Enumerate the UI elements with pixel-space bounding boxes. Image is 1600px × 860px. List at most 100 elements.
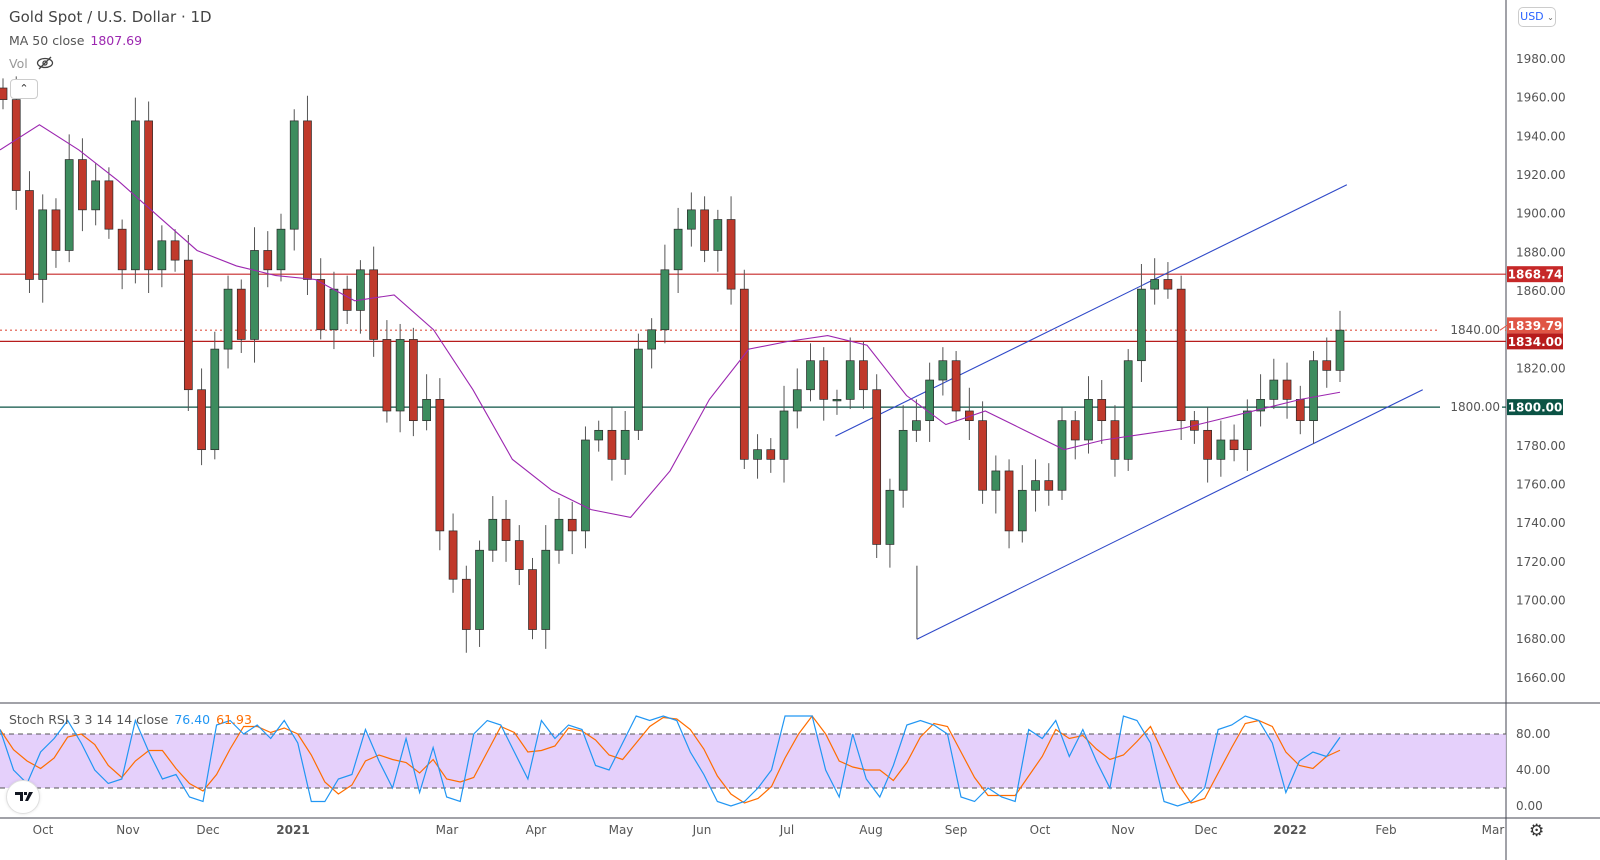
price-tick-label: 1780.00 bbox=[1516, 439, 1566, 453]
candle-up bbox=[422, 399, 431, 422]
candle-up bbox=[991, 470, 1001, 491]
price-tick-label: 1660.00 bbox=[1516, 671, 1566, 685]
currency-selector[interactable]: USD ⌄ bbox=[1518, 7, 1556, 27]
price-tick-label: 1840.00 bbox=[1450, 323, 1500, 337]
candle-down bbox=[0, 87, 8, 100]
candle-down bbox=[1229, 439, 1239, 451]
candle-up bbox=[660, 269, 670, 331]
candle-up bbox=[488, 518, 498, 551]
price-tick-label: 1900.00 bbox=[1516, 207, 1566, 221]
candle-down bbox=[1163, 279, 1173, 290]
time-tick-label: Mar bbox=[436, 823, 459, 837]
stoch-k-line bbox=[0, 715, 1341, 807]
time-tick-label: Nov bbox=[1111, 823, 1134, 837]
price-tick-label: 1920.00 bbox=[1516, 168, 1566, 182]
settings-gear-icon[interactable]: ⚙ bbox=[1529, 821, 1545, 841]
candle-up bbox=[634, 348, 643, 431]
price-level-badge bbox=[1507, 266, 1563, 283]
candle-down bbox=[342, 288, 352, 311]
time-tick-label: Aug bbox=[859, 823, 882, 837]
tradingview-logo[interactable] bbox=[6, 780, 40, 814]
chevron-down-icon: ⌄ bbox=[1547, 13, 1554, 22]
candle-up bbox=[898, 429, 908, 491]
candle-down bbox=[183, 259, 193, 391]
candle-down bbox=[859, 360, 868, 391]
time-tick-label: Sep bbox=[945, 823, 968, 837]
candle-down bbox=[461, 578, 471, 630]
collapse-legend-button[interactable]: ⌃ bbox=[10, 79, 38, 99]
candle-up bbox=[912, 420, 921, 431]
price-tick-label: 1960.00 bbox=[1516, 91, 1566, 105]
ma-legend[interactable]: MA 50 close 1807.69 bbox=[9, 33, 142, 48]
price-tick-backing bbox=[1440, 399, 1502, 416]
candle-up bbox=[223, 288, 233, 350]
price-level-label: 1868.74 bbox=[1508, 268, 1563, 282]
candle-down bbox=[607, 429, 617, 460]
stoch-tick-label: 40.00 bbox=[1516, 763, 1550, 777]
candle-up bbox=[1150, 279, 1160, 290]
candle-down bbox=[700, 209, 709, 251]
vol-label: Vol bbox=[9, 56, 28, 71]
candle-down bbox=[382, 339, 392, 412]
candle-up bbox=[938, 360, 948, 381]
candle-up bbox=[329, 288, 339, 331]
candle-down bbox=[236, 288, 246, 340]
candle-down bbox=[951, 360, 961, 412]
price-tick-label: 1860.00 bbox=[1516, 284, 1566, 298]
candle-up bbox=[1017, 489, 1027, 532]
price-tick-label: 1940.00 bbox=[1516, 129, 1566, 143]
vol-legend[interactable]: Vol bbox=[9, 56, 54, 73]
candle-down bbox=[1070, 420, 1080, 441]
trendline bbox=[835, 184, 1348, 437]
time-tick-label: 2021 bbox=[276, 823, 309, 837]
candle-up bbox=[1137, 288, 1146, 362]
price-tick-label: 1980.00 bbox=[1516, 52, 1566, 66]
time-tick-label: 2022 bbox=[1273, 823, 1306, 837]
currency-label: USD bbox=[1520, 10, 1544, 23]
price-tick-backing bbox=[1440, 321, 1502, 338]
candle-up bbox=[792, 389, 802, 412]
price-tick-label: 1680.00 bbox=[1516, 632, 1566, 646]
time-tick-label: Mar bbox=[1482, 823, 1505, 837]
candle-up bbox=[647, 329, 656, 350]
ma50-line bbox=[0, 124, 1341, 518]
price-tick-label: 1880.00 bbox=[1516, 245, 1566, 259]
candle-up bbox=[38, 209, 48, 280]
stoch-label: Stoch RSI 3 3 14 14 close bbox=[9, 712, 169, 727]
stoch-legend[interactable]: Stoch RSI 3 3 14 14 close 76.40 61.93 bbox=[9, 712, 252, 727]
candle-up bbox=[779, 410, 789, 460]
stoch-d-value: 61.93 bbox=[216, 712, 252, 727]
candle-down bbox=[514, 540, 524, 570]
candle-up bbox=[276, 228, 286, 271]
chevron-up-icon: ⌃ bbox=[19, 82, 29, 95]
price-level-label: 1834.00 bbox=[1508, 335, 1563, 349]
price-level-badge bbox=[1507, 333, 1563, 350]
eye-hidden-icon[interactable] bbox=[36, 56, 54, 73]
price-tick-label: 1800.00 bbox=[1450, 400, 1500, 414]
stoch-k-value: 76.40 bbox=[174, 712, 211, 727]
candle-up bbox=[673, 228, 683, 271]
trendline bbox=[916, 389, 1423, 640]
candle-down bbox=[1203, 429, 1212, 460]
candle-up bbox=[832, 399, 842, 402]
candle-up bbox=[806, 360, 815, 391]
symbol-title[interactable]: Gold Spot / U.S. Dollar · 1D bbox=[9, 8, 212, 26]
candle-down bbox=[1004, 470, 1014, 532]
time-tick-label: Dec bbox=[1194, 823, 1217, 837]
candle-up bbox=[620, 429, 630, 460]
candle-down bbox=[819, 360, 829, 400]
candle-down bbox=[78, 159, 87, 211]
candle-down bbox=[567, 518, 577, 532]
stoch-band bbox=[0, 734, 1506, 788]
candle-up bbox=[91, 180, 101, 211]
candle-up bbox=[1309, 360, 1318, 422]
candle-down bbox=[263, 250, 273, 271]
candle-down bbox=[448, 530, 458, 580]
candle-down bbox=[1097, 399, 1107, 422]
time-tick-label: Jun bbox=[692, 823, 712, 837]
candle-up bbox=[395, 339, 405, 412]
candle-up bbox=[1123, 360, 1133, 460]
candle-up bbox=[885, 489, 895, 545]
candle-up bbox=[1335, 329, 1345, 371]
